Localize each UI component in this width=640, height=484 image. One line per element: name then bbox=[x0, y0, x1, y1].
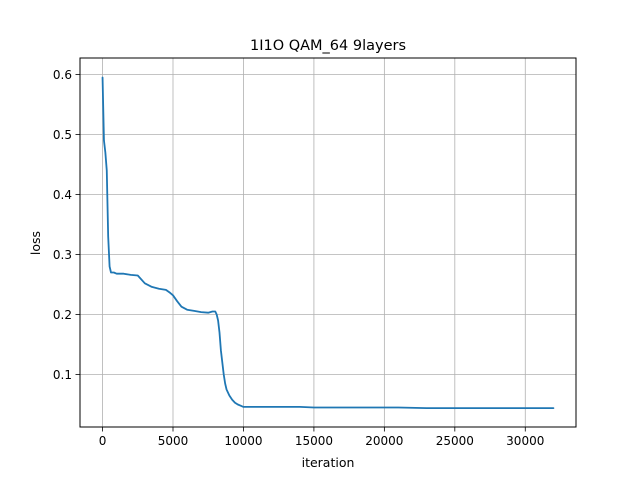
chart-title: 1I1O QAM_64 9layers bbox=[250, 38, 406, 54]
x-tick-label: 5000 bbox=[158, 434, 189, 448]
x-tick-label: 20000 bbox=[365, 434, 403, 448]
y-axis-label: loss bbox=[28, 231, 43, 255]
y-tick-label: 0.4 bbox=[53, 188, 72, 202]
y-tick-label: 0.1 bbox=[53, 368, 72, 382]
x-tick-label: 15000 bbox=[295, 434, 333, 448]
x-tick-label: 30000 bbox=[506, 434, 544, 448]
y-axis-ticks: 0.1 0.2 0.3 0.4 0.5 0.6 bbox=[53, 68, 80, 382]
x-axis-label: iteration bbox=[302, 455, 355, 470]
x-tick-label: 0 bbox=[99, 434, 107, 448]
series-layer bbox=[101, 76, 555, 410]
loss-series-line bbox=[101, 76, 555, 410]
plot-frame bbox=[79, 57, 577, 428]
y-tick-label: 0.3 bbox=[53, 248, 72, 262]
x-axis-ticks: 0 5000 10000 15000 20000 25000 30000 bbox=[99, 427, 544, 448]
grid bbox=[80, 58, 576, 427]
x-tick-label: 10000 bbox=[224, 434, 262, 448]
y-tick-label: 0.2 bbox=[53, 308, 72, 322]
y-tick-label: 0.5 bbox=[53, 128, 72, 142]
x-tick-label: 25000 bbox=[436, 434, 474, 448]
y-tick-label: 0.6 bbox=[53, 68, 72, 82]
